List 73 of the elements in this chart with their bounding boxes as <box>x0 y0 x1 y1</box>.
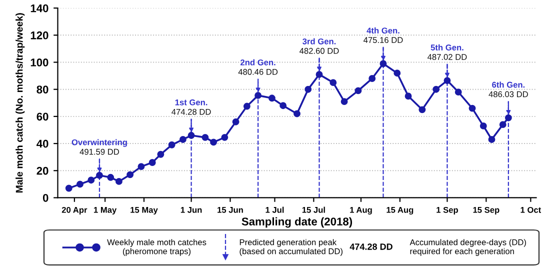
point <box>254 92 262 99</box>
point <box>107 174 114 181</box>
y-tick-label: 20 <box>36 166 48 175</box>
point <box>96 172 103 179</box>
point <box>268 94 276 102</box>
ref-line-label: 6th Gen. 486.03 DD <box>488 82 528 98</box>
point <box>454 88 462 96</box>
point <box>394 70 401 77</box>
point <box>188 132 195 139</box>
point <box>76 180 84 188</box>
text: 474.28 DD <box>350 244 392 250</box>
point <box>380 60 387 68</box>
x-tick-label: 15 Sep <box>473 206 500 215</box>
x-tick-label: 15 Aug <box>386 207 414 215</box>
y-tick-label: 0 <box>42 194 48 202</box>
point <box>480 122 487 130</box>
point <box>504 114 512 122</box>
point <box>179 136 186 143</box>
point <box>418 106 426 114</box>
point <box>243 102 250 110</box>
point <box>210 138 218 146</box>
x-tick-label: 1 May <box>94 207 117 215</box>
point <box>157 150 164 158</box>
point <box>148 159 156 166</box>
x-tick-label: 15 Jun <box>218 207 243 213</box>
point <box>138 163 145 170</box>
point <box>488 136 496 143</box>
point <box>404 92 412 100</box>
ref-line-label: 1st Gen. 474.28 DD <box>172 99 211 115</box>
point <box>444 77 451 84</box>
ref-line-label: 4th Gen. 475.16 DD <box>364 27 403 43</box>
x-tick-label: 1 Jun <box>180 207 202 213</box>
point <box>168 141 176 148</box>
point <box>221 134 228 141</box>
x-tick-label: 20 Apr <box>62 206 88 215</box>
point <box>294 110 300 118</box>
ref-line-label: Overwintering 491.59 DD <box>72 139 127 155</box>
point <box>304 86 312 93</box>
text: Accumulated degree-days (DD) required for each generation <box>410 239 526 256</box>
point <box>330 79 337 86</box>
point <box>65 184 72 192</box>
ref-line-label: 5th Gen. 487.02 DD <box>428 44 467 60</box>
point <box>340 98 348 106</box>
x-axis-title: Sampling date (2018) <box>242 217 352 228</box>
point <box>316 70 323 78</box>
y-tick-label: 80 <box>36 86 48 94</box>
y-tick-label: 100 <box>30 58 48 66</box>
x-tick-label: 1 Sep <box>436 206 458 215</box>
point <box>115 178 122 185</box>
x-tick-label: 15 Jul <box>302 206 325 213</box>
legend-label: Weekly male moth catches (pheromone traps) <box>107 239 206 256</box>
point <box>232 118 240 126</box>
point <box>202 134 209 141</box>
y-tick-label: 120 <box>30 31 48 40</box>
y-tick-label: 140 <box>30 4 48 12</box>
point <box>499 121 506 128</box>
point <box>88 176 95 184</box>
x-tick-label: 1 Aug <box>350 207 372 215</box>
point <box>368 75 376 82</box>
point <box>432 86 440 93</box>
y-axis-title: Male moth catch (No. moths/trap/week) <box>16 13 25 192</box>
x-tick-label: 1 Oct <box>520 206 542 213</box>
text: Predicted generation peak (based on accumulated DD) <box>240 239 342 256</box>
y-tick-label: 40 <box>36 140 48 148</box>
point <box>280 102 287 110</box>
ref-line-label: 2nd Gen. 480.46 DD <box>238 59 278 75</box>
ref-line-label: 3rd Gen. 482.60 DD <box>300 38 339 54</box>
point <box>468 104 476 112</box>
point <box>126 171 134 178</box>
y-tick-label: 60 <box>36 112 48 121</box>
x-tick-label: 15 May <box>130 207 158 215</box>
x-tick-label: 1 Jul <box>266 206 284 213</box>
point <box>354 87 362 94</box>
